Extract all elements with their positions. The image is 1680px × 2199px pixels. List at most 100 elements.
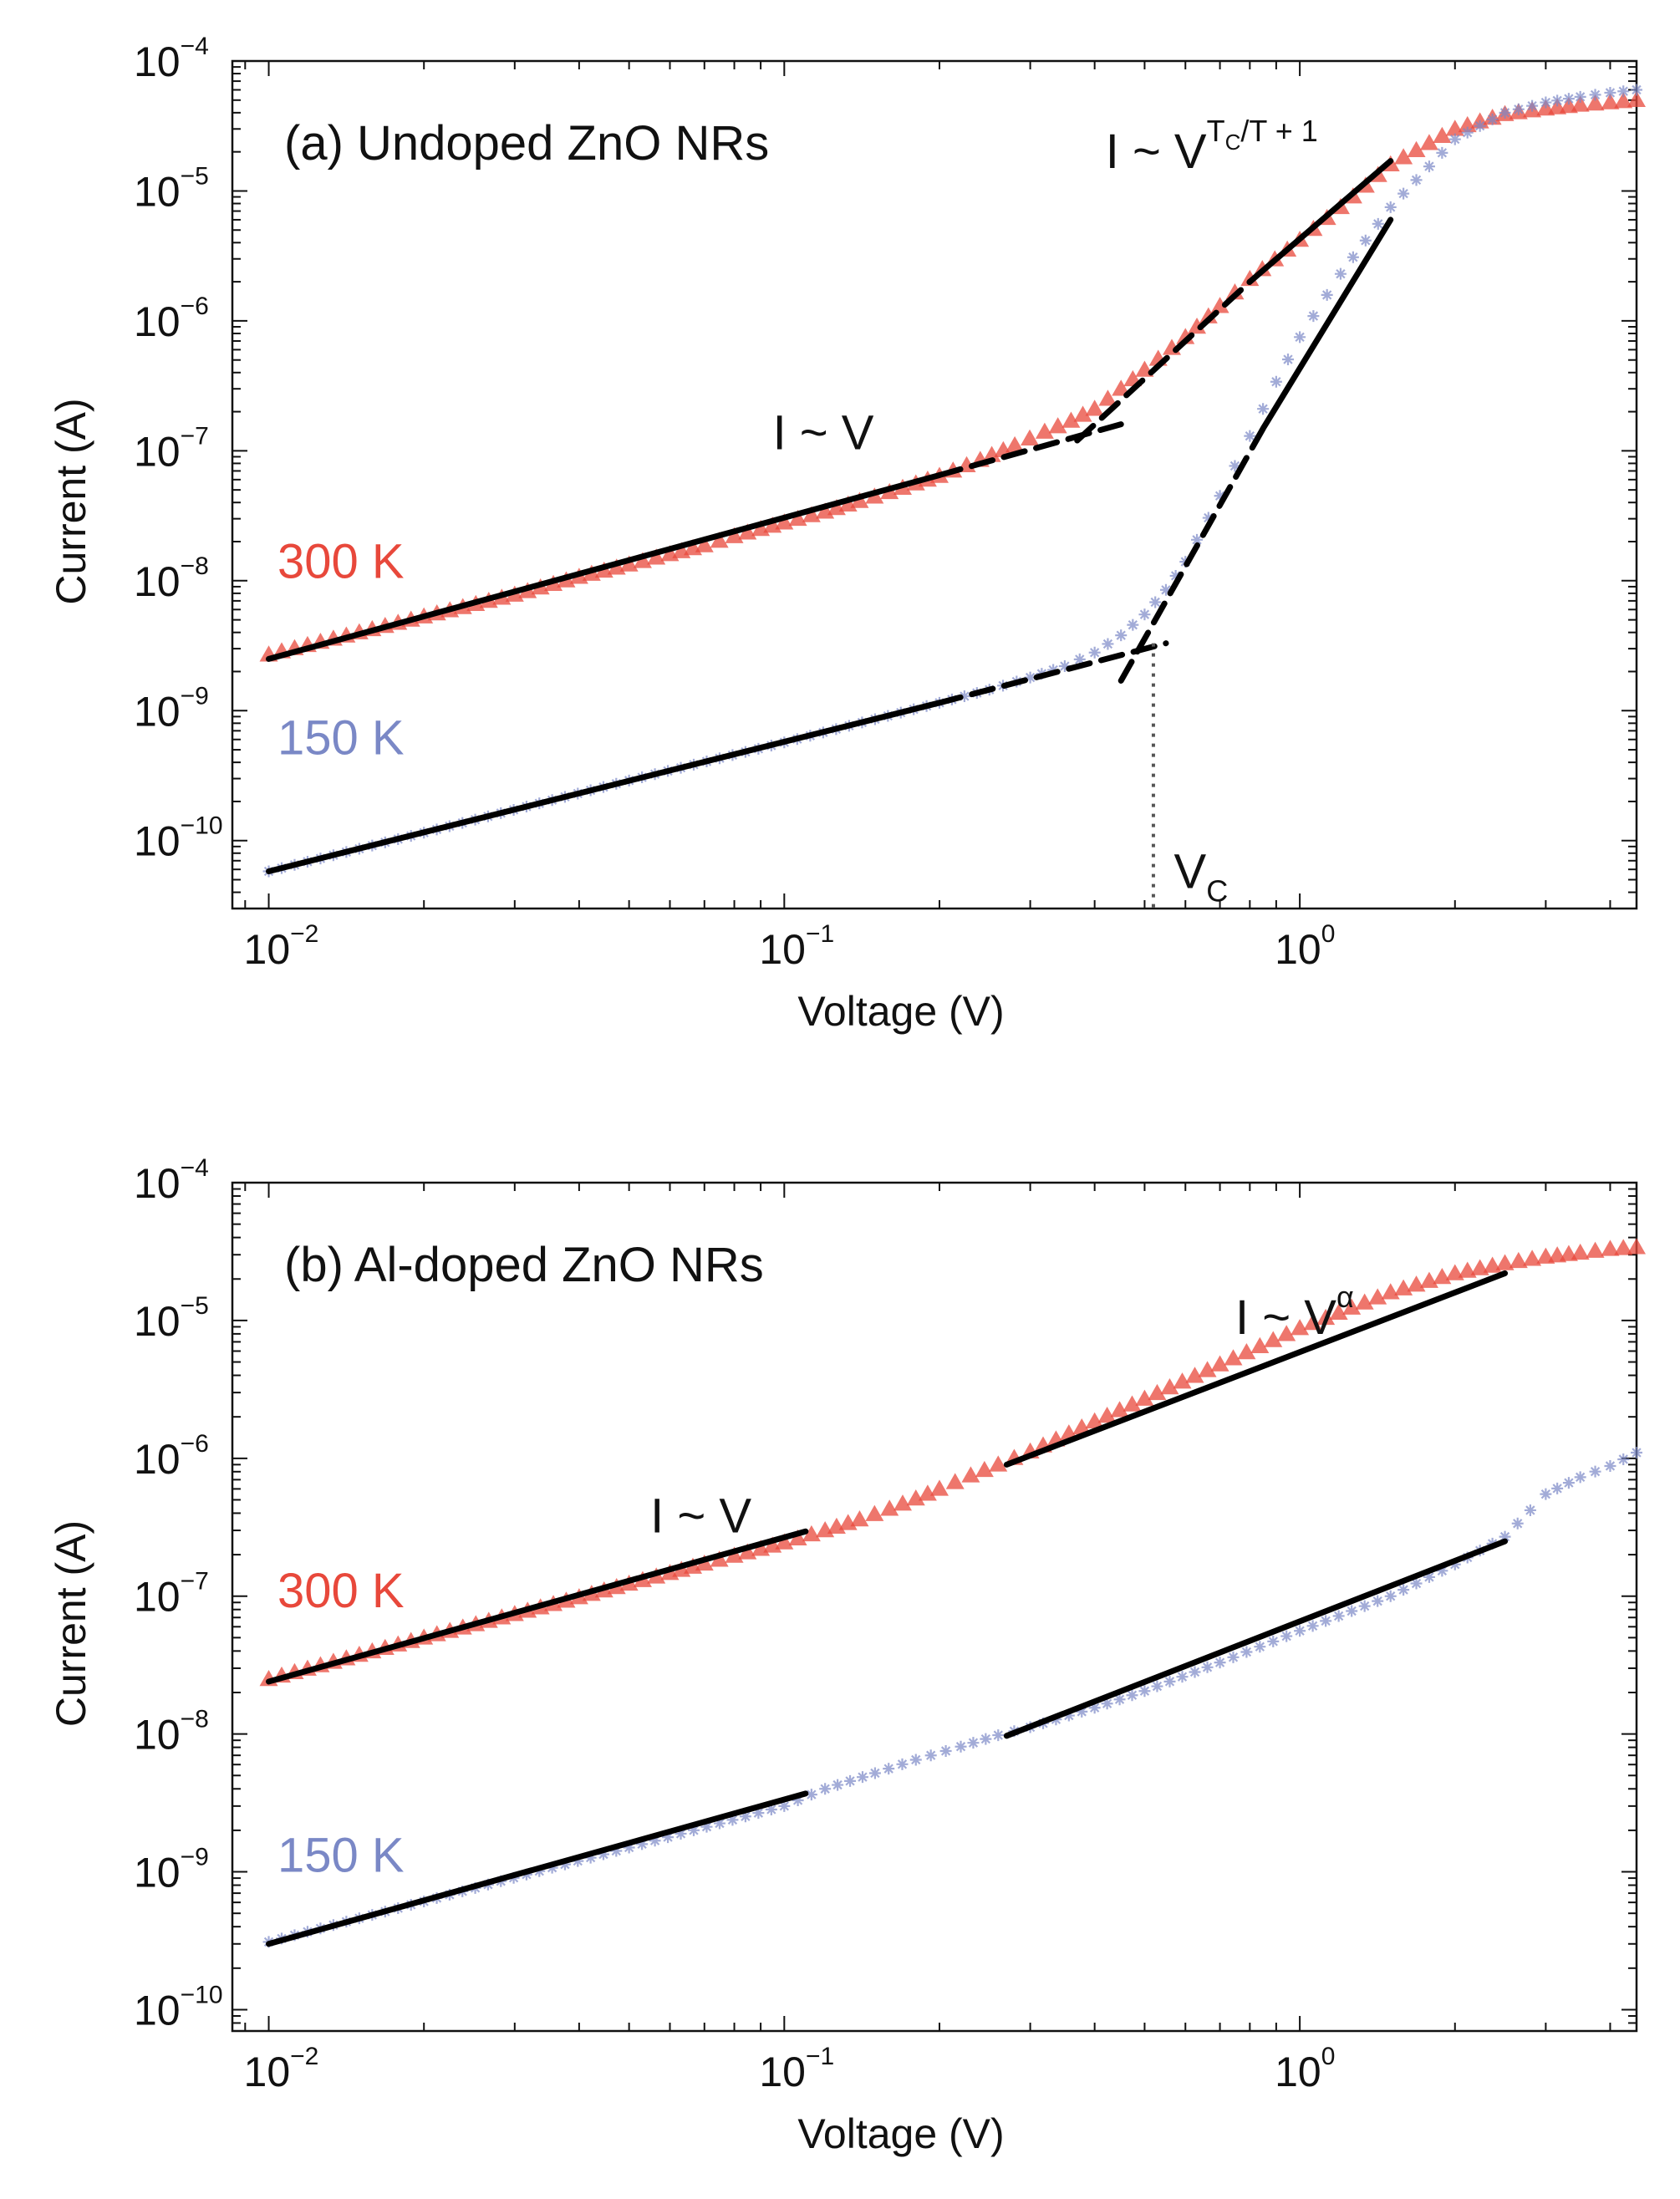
x-tick-label: 10−2 <box>244 920 319 973</box>
data-point-star <box>1423 160 1435 173</box>
data-point-star <box>955 1740 967 1753</box>
data-point-star <box>1280 1630 1293 1642</box>
data-point-star <box>558 1858 571 1871</box>
data-point-star <box>1474 120 1486 132</box>
temperature-label: 150 K <box>277 711 405 766</box>
data-point-star <box>980 1733 992 1745</box>
data-point-star <box>909 1754 922 1766</box>
data-point-star <box>1254 1641 1266 1653</box>
data-point-triangle <box>1571 1243 1590 1260</box>
annotation-vc: VC <box>1174 845 1229 909</box>
data-point-star <box>1159 583 1172 596</box>
y-tick-label: 10−7 <box>134 1568 209 1621</box>
data-point-star <box>597 1848 609 1860</box>
data-point-star <box>1202 512 1214 524</box>
data-point-star <box>1499 1530 1511 1543</box>
data-point-star <box>1604 86 1616 99</box>
data-point-star <box>958 690 970 703</box>
data-point-triangle <box>1185 1367 1204 1383</box>
data-point-triangle <box>1571 95 1590 112</box>
data-point-triangle <box>865 1504 884 1521</box>
data-point-triangle <box>1291 1319 1310 1336</box>
data-point-triangle <box>1614 92 1633 109</box>
y-tick-label: 10−8 <box>134 552 209 605</box>
plot-frame <box>231 59 1638 910</box>
data-point-triangle <box>1303 1313 1322 1331</box>
fit-line <box>1117 425 1267 684</box>
data-point-star <box>1138 608 1151 621</box>
y-tick-label: 10−10 <box>134 812 223 865</box>
data-point-star <box>688 1824 700 1836</box>
data-point-star <box>1240 1646 1253 1658</box>
panel-a: 10−2 10−1 100 10−4 10−5 10−6 10−7 10−8 10−9 10−10… <box>48 33 1646 1035</box>
temperature-label: 300 K <box>277 1564 405 1618</box>
data-point-star <box>1294 331 1306 344</box>
data-point-star <box>1332 1610 1345 1622</box>
data-point-triangle <box>1061 411 1081 428</box>
x-tick-label: 100 <box>1275 2043 1335 2095</box>
data-point-triangle <box>1085 1412 1104 1429</box>
x-tick-label: 10−2 <box>244 2043 319 2095</box>
data-point-star <box>1499 106 1511 119</box>
plot-frame <box>231 1181 1638 2033</box>
y-tick-label: 10−5 <box>134 162 209 215</box>
data-point-triangle <box>1173 1372 1192 1389</box>
fit-line <box>1003 1270 1509 1468</box>
data-point-star <box>1127 618 1139 631</box>
data-point-triangle <box>1073 405 1092 422</box>
y-tick-label: 10−9 <box>134 682 209 735</box>
data-point-triangle <box>1470 1259 1489 1275</box>
x-tick-label: 100 <box>1275 920 1335 973</box>
data-point-star <box>1410 174 1423 186</box>
data-point-triangle <box>710 1550 729 1567</box>
data-point-star <box>1617 85 1630 98</box>
data-point-star <box>1191 533 1204 546</box>
data-point-star <box>992 1729 1005 1742</box>
data-point-star <box>1088 646 1101 659</box>
data-point-star <box>1294 1625 1306 1637</box>
data-point-star <box>1551 1482 1564 1494</box>
data-point-star <box>1270 375 1282 388</box>
data-point-star <box>1486 113 1499 125</box>
data-point-star <box>1631 84 1642 96</box>
data-point-star <box>1115 629 1128 642</box>
data-point-triangle <box>1495 1254 1515 1270</box>
data-point-star <box>1540 1488 1552 1500</box>
data-point-star <box>1229 460 1241 472</box>
data-point-triangle <box>695 536 714 552</box>
fit-line <box>266 1528 809 1685</box>
data-point-star <box>1589 1465 1601 1478</box>
fit-line <box>1003 1538 1509 1739</box>
data-point-star <box>1076 1705 1088 1718</box>
data-point-triangle <box>1250 1336 1270 1354</box>
fit-line <box>266 700 943 874</box>
data-point-star <box>623 1841 635 1854</box>
data-point-star <box>1334 267 1347 280</box>
data-point-triangle <box>1160 1377 1179 1395</box>
data-point-star <box>1461 126 1474 139</box>
fit-line <box>266 1790 809 1947</box>
data-point-star <box>1617 1453 1630 1465</box>
data-point-star <box>1102 638 1114 650</box>
data-point-star <box>752 1807 765 1820</box>
data-point-triangle <box>1237 1343 1256 1360</box>
data-point-star <box>662 1831 675 1844</box>
y-tick-label: 10−6 <box>134 293 209 345</box>
panel-b: 10−2 10−1 100 10−4 10−5 10−6 10−7 10−8 10−9 10−10… <box>48 1154 1646 2157</box>
data-point-star <box>1169 569 1182 582</box>
data-point-star <box>1320 1615 1332 1627</box>
x-tick-label: 10−1 <box>759 920 834 973</box>
data-point-triangle <box>1614 1239 1633 1255</box>
data-point-triangle <box>1316 1308 1336 1326</box>
fit-line <box>936 640 1169 706</box>
data-point-triangle <box>1148 1383 1167 1401</box>
y-tick-label: 10−5 <box>134 1292 209 1345</box>
data-point-star <box>1306 1620 1319 1632</box>
data-point-triangle <box>1458 1261 1477 1278</box>
data-point-triangle <box>929 1479 949 1496</box>
data-point-triangle <box>1355 1293 1374 1310</box>
data-point-triangle <box>788 1529 807 1545</box>
data-point-star <box>572 1855 584 1867</box>
data-point-star <box>1024 671 1036 684</box>
data-point-triangle <box>1433 126 1452 144</box>
